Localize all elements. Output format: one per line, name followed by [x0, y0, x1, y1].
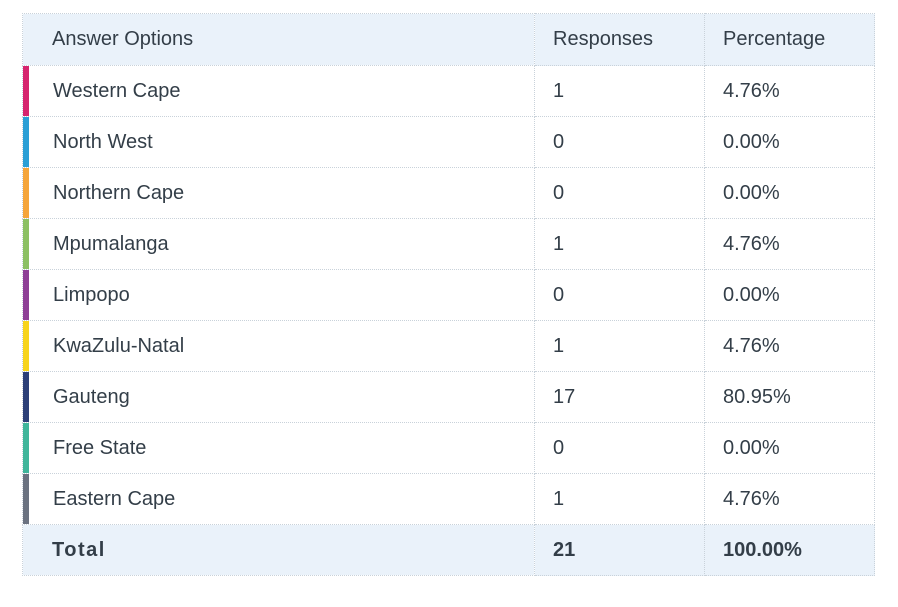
row-responses: 0 — [534, 167, 705, 219]
row-label: Free State — [53, 436, 147, 459]
header-percentage[interactable]: Percentage — [704, 13, 875, 66]
row-percentage: 4.76% — [704, 65, 875, 117]
color-swatch — [23, 321, 29, 371]
color-swatch — [23, 66, 29, 116]
table-row: Eastern Cape 1 4.76% — [22, 473, 875, 525]
row-percentage: 0.00% — [704, 269, 875, 321]
row-label-cell: Northern Cape — [22, 167, 535, 219]
row-percentage: 0.00% — [704, 116, 875, 168]
row-label: KwaZulu-Natal — [53, 334, 185, 357]
row-label: Northern Cape — [53, 181, 185, 204]
table-row: Limpopo 0 0.00% — [22, 269, 875, 321]
table-body: Western Cape 1 4.76% North West 0 0.00% Northe… — [22, 65, 875, 525]
row-percentage: 4.76% — [704, 218, 875, 270]
row-label-cell: North West — [22, 116, 535, 168]
row-label: Mpumalanga — [53, 232, 169, 255]
color-swatch — [23, 270, 29, 320]
total-percentage: 100.00% — [704, 524, 875, 576]
header-answer-options[interactable]: Answer Options — [22, 13, 535, 66]
row-label-cell: Limpopo — [22, 269, 535, 321]
color-swatch — [23, 219, 29, 269]
response-table-container: Answer Options Responses Percentage West… — [22, 13, 875, 576]
row-percentage: 80.95% — [704, 371, 875, 423]
row-percentage: 4.76% — [704, 473, 875, 525]
row-responses: 17 — [534, 371, 705, 423]
color-swatch — [23, 423, 29, 473]
row-label-cell: Western Cape — [22, 65, 535, 117]
total-row: Total 21 100.00% — [22, 524, 875, 576]
row-responses: 0 — [534, 116, 705, 168]
table-row: Western Cape 1 4.76% — [22, 65, 875, 117]
row-label-cell: Eastern Cape — [22, 473, 535, 525]
table-row: KwaZulu-Natal 1 4.76% — [22, 320, 875, 372]
header-row: Answer Options Responses Percentage — [22, 13, 875, 66]
response-table: Answer Options Responses Percentage West… — [22, 13, 875, 576]
row-responses: 1 — [534, 218, 705, 270]
row-responses: 1 — [534, 65, 705, 117]
color-swatch — [23, 117, 29, 167]
row-label: Western Cape — [53, 79, 181, 102]
table-row: Free State 0 0.00% — [22, 422, 875, 474]
color-swatch — [23, 474, 29, 524]
row-label-cell: Gauteng — [22, 371, 535, 423]
row-label: Eastern Cape — [53, 487, 176, 510]
total-responses: 21 — [534, 524, 705, 576]
row-percentage: 4.76% — [704, 320, 875, 372]
row-label: Limpopo — [53, 283, 130, 306]
row-responses: 0 — [534, 422, 705, 474]
row-responses: 0 — [534, 269, 705, 321]
row-label-cell: Mpumalanga — [22, 218, 535, 270]
row-label-cell: Free State — [22, 422, 535, 474]
color-swatch — [23, 372, 29, 422]
table-row: Gauteng 17 80.95% — [22, 371, 875, 423]
header-responses[interactable]: Responses — [534, 13, 705, 66]
row-percentage: 0.00% — [704, 422, 875, 474]
table-row: North West 0 0.00% — [22, 116, 875, 168]
table-row: Northern Cape 0 0.00% — [22, 167, 875, 219]
row-label-cell: KwaZulu-Natal — [22, 320, 535, 372]
color-swatch — [23, 168, 29, 218]
table-row: Mpumalanga 1 4.76% — [22, 218, 875, 270]
row-responses: 1 — [534, 473, 705, 525]
total-label: Total — [22, 524, 535, 576]
row-responses: 1 — [534, 320, 705, 372]
row-label: North West — [53, 130, 153, 153]
row-label: Gauteng — [53, 385, 130, 408]
row-percentage: 0.00% — [704, 167, 875, 219]
